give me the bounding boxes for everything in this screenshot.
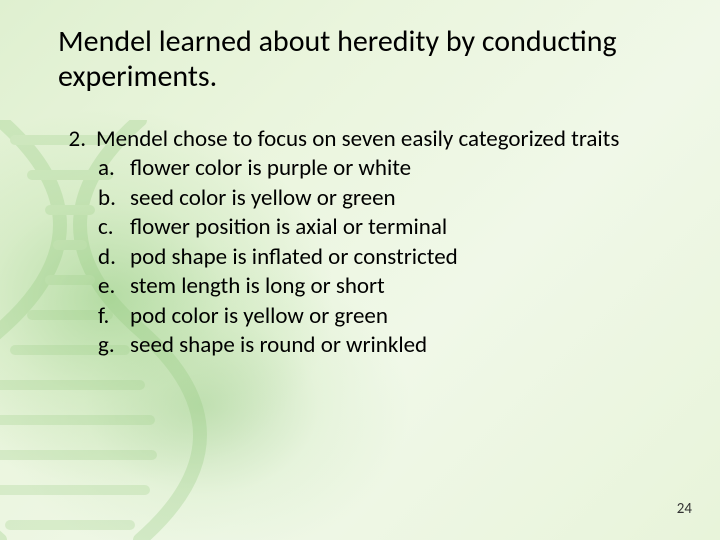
list-item: g. seed shape is round or wrinkled <box>96 331 668 360</box>
lettered-list: a. flower color is purple or white b. se… <box>96 154 668 360</box>
list-text: flower color is purple or white <box>130 154 668 183</box>
list-marker: c. <box>96 213 130 242</box>
numbered-intro: Mendel chose to focus on seven easily ca… <box>96 125 668 154</box>
list-marker: g. <box>96 331 130 360</box>
numbered-item: 2. Mendel chose to focus on seven easily… <box>58 125 668 361</box>
numbered-content: Mendel chose to focus on seven easily ca… <box>96 125 668 361</box>
list-item: e. stem length is long or short <box>96 272 668 301</box>
list-item: b. seed color is yellow or green <box>96 184 668 213</box>
slide: Mendel learned about heredity by conduct… <box>0 0 720 540</box>
list-text: seed shape is round or wrinkled <box>130 331 668 360</box>
list-text: pod color is yellow or green <box>130 302 668 331</box>
list-text: pod shape is inflated or constricted <box>130 243 668 272</box>
list-item: c. flower position is axial or terminal <box>96 213 668 242</box>
list-marker: a. <box>96 154 130 183</box>
list-marker: b. <box>96 184 130 213</box>
page-number: 24 <box>677 500 692 518</box>
list-text: stem length is long or short <box>130 272 668 301</box>
slide-body: 2. Mendel chose to focus on seven easily… <box>58 125 668 361</box>
list-marker: d. <box>96 243 130 272</box>
list-text: seed color is yellow or green <box>130 184 668 213</box>
list-text: flower position is axial or terminal <box>130 213 668 242</box>
list-item: a. flower color is purple or white <box>96 154 668 183</box>
list-marker: f. <box>96 302 130 331</box>
list-marker: e. <box>96 272 130 301</box>
list-item: d. pod shape is inflated or constricted <box>96 243 668 272</box>
list-item: f. pod color is yellow or green <box>96 302 668 331</box>
slide-title: Mendel learned about heredity by conduct… <box>58 24 658 95</box>
numbered-marker: 2. <box>58 125 96 361</box>
